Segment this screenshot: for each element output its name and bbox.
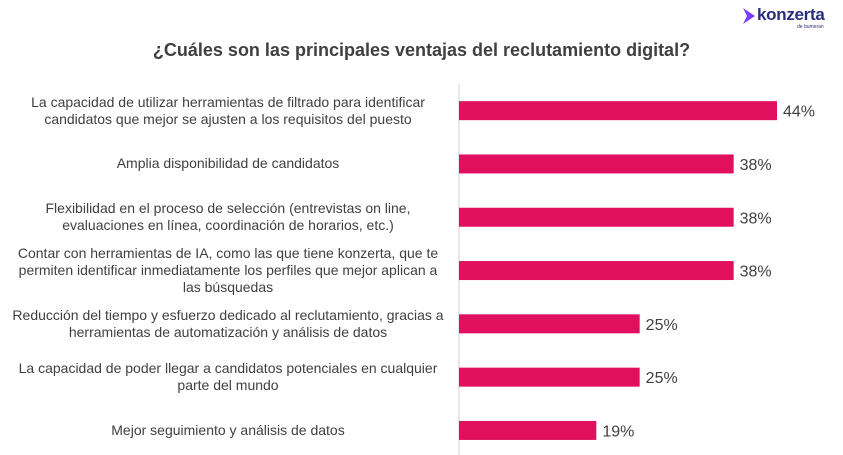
data-label: 25% [646, 370, 678, 387]
bar [459, 207, 734, 227]
category-label: Flexibilidad en el proceso de selección … [45, 200, 411, 234]
data-label: 44% [783, 104, 815, 121]
data-label: 38% [740, 157, 772, 174]
bar [459, 314, 640, 334]
bar [459, 420, 597, 440]
category-label: Reducción del tiempo y esfuerzo dedicado… [12, 306, 444, 340]
logo-tagline: de bumeran [797, 24, 824, 30]
bar [459, 154, 734, 174]
chart-title: ¿Cuáles son las principales ventajas del… [152, 40, 691, 60]
bar [459, 367, 640, 387]
category-label: Amplia disponibilidad de candidatos [116, 155, 340, 172]
konzerta-logo-icon [743, 8, 755, 24]
konzerta-logo: konzerta de bumeran [742, 5, 838, 31]
bar [459, 261, 734, 281]
category-label: La capacidad de poder llegar a candidato… [18, 360, 438, 394]
data-label: 19% [602, 423, 634, 440]
category-label: Mejor seguimiento y análisis de datos [111, 421, 345, 438]
data-label: 38% [740, 210, 772, 227]
category-label: La capacidad de utilizar herramientas de… [31, 93, 425, 127]
data-label: 25% [646, 317, 678, 334]
bar [459, 101, 777, 121]
logo-wordmark: konzerta [757, 5, 825, 24]
category-label: Contar con herramientas de IA, como las … [17, 245, 439, 296]
data-label: 38% [740, 264, 772, 281]
